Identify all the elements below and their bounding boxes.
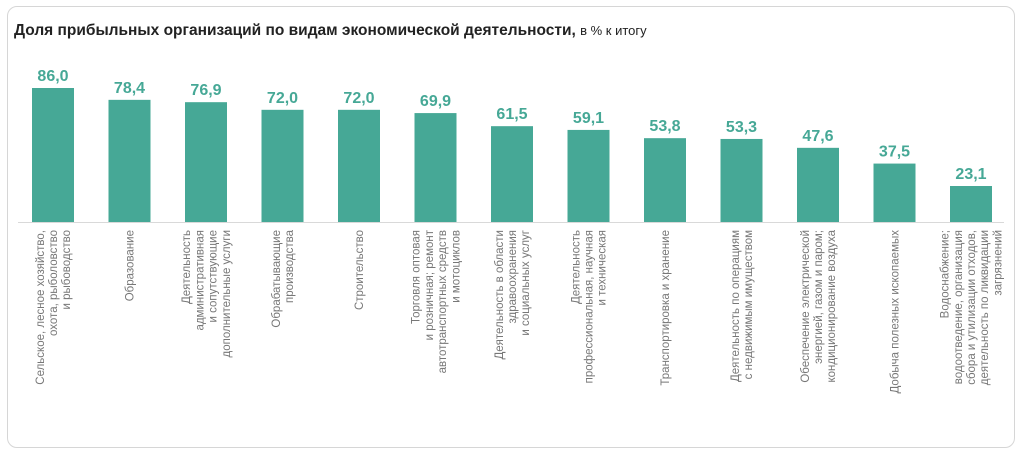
category-label: загрязнений <box>992 230 1004 296</box>
category-label: Строительство <box>354 230 366 310</box>
bar <box>644 138 686 222</box>
category-label: и мотоциклов <box>450 230 462 303</box>
data-label: 76,9 <box>190 82 221 99</box>
chart-card <box>7 6 1015 448</box>
data-label: 53,3 <box>726 119 757 136</box>
data-label: 72,0 <box>343 90 374 107</box>
category-label: энергией, газом и паром; <box>813 230 825 364</box>
data-label: 78,4 <box>114 80 145 97</box>
category-label: Деятельность <box>181 230 193 304</box>
category-label: Добыча полезных ископаемых <box>890 230 902 394</box>
data-label: 69,9 <box>420 93 451 110</box>
category-label: административная <box>194 230 206 331</box>
category-label: водоотведение, организация <box>953 230 965 384</box>
data-label: 61,5 <box>496 106 527 123</box>
bar <box>797 147 839 222</box>
data-label: 86,0 <box>37 68 68 85</box>
category-label: Деятельность <box>570 230 582 304</box>
category-label: Деятельность по операциям <box>730 230 742 382</box>
category-label: Обрабатывающие <box>271 230 283 328</box>
category-label: и сопутствующие <box>208 230 220 323</box>
bar <box>567 129 610 222</box>
data-label: 53,8 <box>649 118 680 135</box>
category-label: и розничная; ремонт <box>424 229 436 340</box>
category-label: Сельское, лесное хозяйство, <box>35 230 47 385</box>
category-label: Деятельность в области <box>494 230 506 360</box>
bar <box>338 109 380 222</box>
category-label: и техническая <box>597 230 609 305</box>
category-label: деятельность по ликвидации <box>979 230 991 385</box>
chart-subtitle: в % к итогу <box>580 23 647 38</box>
data-label: 72,0 <box>267 90 298 107</box>
category-label: Торговля оптовая <box>411 230 423 324</box>
category-label: профессиональная, научная <box>584 230 596 383</box>
category-label: сбора и утилизации отходов, <box>966 230 978 385</box>
bar <box>108 99 151 222</box>
data-label: 59,1 <box>573 110 604 127</box>
bar <box>873 163 916 222</box>
category-label: и социальных услуг <box>520 230 532 336</box>
data-label: 23,1 <box>955 166 986 183</box>
category-label: Водоснабжение; <box>940 230 952 318</box>
category-label: Обеспечение электрической <box>800 230 812 383</box>
bar <box>185 102 227 222</box>
chart-title-main: Доля прибыльных организаций по видам эко… <box>14 22 576 39</box>
category-label: автотранспортных средств <box>437 230 449 373</box>
category-label: дополнительные услуги <box>221 230 233 357</box>
bar <box>261 109 304 222</box>
bar <box>720 138 763 222</box>
bar <box>414 113 457 222</box>
data-label: 47,6 <box>802 128 833 145</box>
bar <box>950 186 992 222</box>
chart-title: Доля прибыльных организаций по видам эко… <box>14 22 647 40</box>
category-label: охота, рыболовство <box>48 230 60 336</box>
data-label: 37,5 <box>879 144 910 161</box>
bar <box>32 88 74 222</box>
category-label: с недвижимым имуществом <box>743 230 755 379</box>
bar <box>491 126 533 222</box>
category-label: Транспортировка и хранение <box>660 230 672 386</box>
category-label: и рыбоводство <box>61 230 73 310</box>
category-label: производства <box>284 229 296 303</box>
category-label: Образование <box>125 230 137 301</box>
category-label: кондиционирование воздуха <box>826 229 838 382</box>
category-label: здравоохранения <box>507 230 519 323</box>
